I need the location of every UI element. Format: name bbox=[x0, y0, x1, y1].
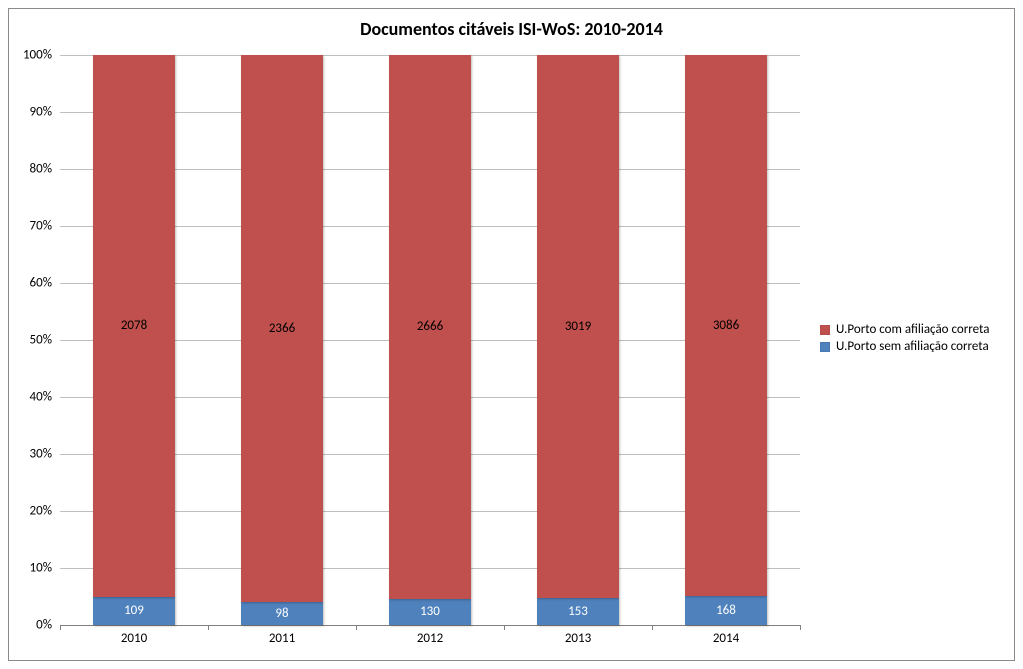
y-tick-label: 20% bbox=[0, 504, 52, 519]
x-tick-label: 2014 bbox=[652, 631, 800, 646]
x-tick-mark bbox=[208, 625, 209, 630]
legend-label: U.Porto sem afiliação correta bbox=[836, 339, 989, 354]
x-tick-label: 2011 bbox=[208, 631, 356, 646]
bar-data-label: 3019 bbox=[537, 319, 618, 334]
bar-data-label: 168 bbox=[685, 603, 766, 618]
legend-swatch bbox=[820, 325, 830, 335]
y-tick-label: 30% bbox=[0, 447, 52, 462]
legend-label: U.Porto com afiliação correta bbox=[836, 322, 989, 337]
y-tick-label: 50% bbox=[0, 333, 52, 348]
y-tick-label: 100% bbox=[0, 48, 52, 63]
x-tick-mark bbox=[60, 625, 61, 630]
bar-data-label: 2666 bbox=[389, 319, 470, 334]
legend-item: U.Porto sem afiliação correta bbox=[820, 339, 989, 354]
y-tick-label: 70% bbox=[0, 219, 52, 234]
x-tick-mark bbox=[504, 625, 505, 630]
bar-group: 109 2078 bbox=[93, 55, 174, 625]
bar-data-label: 2366 bbox=[241, 321, 322, 336]
y-tick-label: 80% bbox=[0, 162, 52, 177]
bar-data-label: 153 bbox=[537, 604, 618, 619]
bar-data-label: 98 bbox=[241, 606, 322, 621]
x-tick-mark bbox=[356, 625, 357, 630]
x-tick-label: 2010 bbox=[60, 631, 208, 646]
legend-item: U.Porto com afiliação correta bbox=[820, 322, 989, 337]
bar-data-label: 2078 bbox=[93, 318, 174, 333]
x-tick-label: 2013 bbox=[504, 631, 652, 646]
bar-group: 153 3019 bbox=[537, 55, 618, 625]
bar-data-label: 130 bbox=[389, 604, 470, 619]
bar-group: 130 2666 bbox=[389, 55, 470, 625]
y-tick-label: 60% bbox=[0, 276, 52, 291]
chart-title: Documentos citáveis ISI-WoS: 2010-2014 bbox=[0, 18, 1023, 40]
bar-group: 98 2366 bbox=[241, 55, 322, 625]
y-tick-label: 40% bbox=[0, 390, 52, 405]
bar-data-label: 3086 bbox=[685, 318, 766, 333]
plot-area: 109 2078 98 2366 130 2666 153 3019 168 3086 bbox=[60, 55, 800, 626]
x-tick-label: 2012 bbox=[356, 631, 504, 646]
legend: U.Porto com afiliação correta U.Porto sem… bbox=[820, 320, 989, 356]
chart-container: Documentos citáveis ISI-WoS: 2010-2014 1… bbox=[0, 0, 1023, 669]
x-tick-mark bbox=[652, 625, 653, 630]
bar-data-label: 109 bbox=[93, 603, 174, 618]
legend-swatch bbox=[820, 342, 830, 352]
x-tick-mark bbox=[800, 625, 801, 630]
y-tick-label: 90% bbox=[0, 105, 52, 120]
y-tick-label: 0% bbox=[0, 618, 52, 633]
bar-group: 168 3086 bbox=[685, 55, 766, 625]
y-tick-label: 10% bbox=[0, 561, 52, 576]
